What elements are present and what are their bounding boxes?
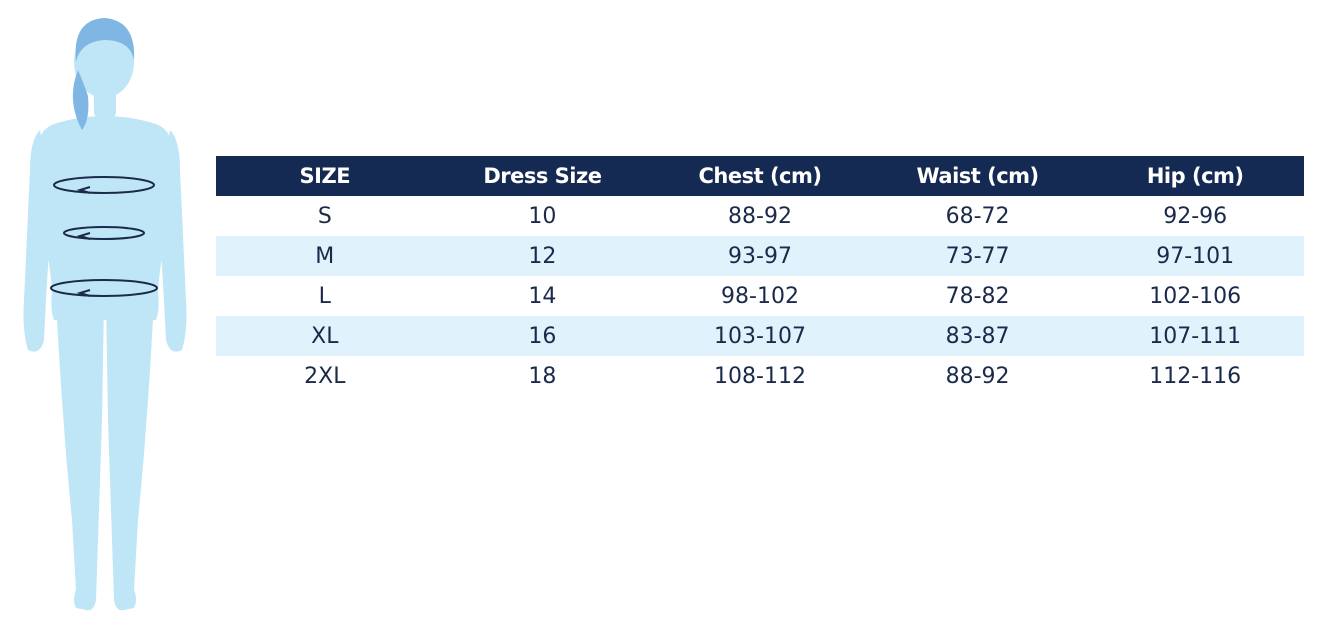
cell-dress-size: 18 — [528, 363, 557, 389]
cell-dress-size: 12 — [433, 236, 652, 276]
cell-hip: 102-106 — [1149, 283, 1242, 309]
cell-waist: 83-87 — [868, 316, 1087, 356]
cell-waist: 88-92 — [945, 363, 1010, 389]
cell-waist: 73-77 — [868, 236, 1087, 276]
cell-dress-size: 10 — [528, 203, 557, 229]
cell-chest: 88-92 — [728, 203, 792, 229]
header-hip: Hip (cm) — [1086, 156, 1304, 196]
table-header-row: SIZE Dress Size Chest (cm) Waist (cm) Hi… — [216, 156, 1304, 196]
table-row: 2XL 18 108-112 88-92 112-116 — [216, 356, 1304, 396]
size-chart-table: SIZE Dress Size Chest (cm) Waist (cm) Hi… — [216, 156, 1304, 396]
table-row: XL 16 103-107 83-87 107-111 — [216, 316, 1304, 356]
table-row: M 12 93-97 73-77 97-101 — [216, 236, 1304, 276]
cell-hip: 97-101 — [1086, 236, 1304, 276]
cell-dress-size: 16 — [433, 316, 652, 356]
cell-size: S — [317, 203, 332, 229]
body-silhouette — [23, 26, 187, 611]
cell-hip: 112-116 — [1149, 363, 1242, 389]
header-waist: Waist (cm) — [868, 156, 1087, 196]
woman-body-measurement-icon — [23, 18, 187, 611]
measurement-arrows — [50, 176, 158, 297]
cell-waist: 78-82 — [945, 283, 1010, 309]
cell-hip: 92-96 — [1163, 203, 1228, 229]
cell-chest: 108-112 — [714, 363, 806, 389]
cell-chest: 93-97 — [651, 236, 869, 276]
cell-size: L — [318, 283, 331, 309]
cell-size: XL — [216, 316, 434, 356]
header-dress-size: Dress Size — [433, 156, 652, 196]
cell-dress-size: 14 — [528, 283, 557, 309]
cell-chest: 103-107 — [651, 316, 869, 356]
cell-waist: 68-72 — [945, 203, 1010, 229]
hair — [72, 18, 135, 130]
cell-size: 2XL — [304, 363, 346, 389]
header-size: SIZE — [216, 156, 434, 196]
cell-hip: 107-111 — [1086, 316, 1304, 356]
table-row: S 10 88-92 68-72 92-96 — [216, 196, 1304, 236]
header-chest: Chest (cm) — [651, 156, 869, 196]
table-row: L 14 98-102 78-82 102-106 — [216, 276, 1304, 316]
cell-size: M — [216, 236, 434, 276]
cell-chest: 98-102 — [721, 283, 799, 309]
